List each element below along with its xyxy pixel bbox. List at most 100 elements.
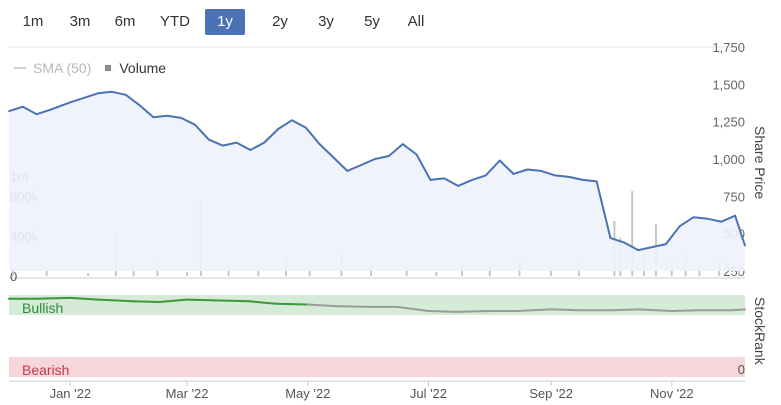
volume-bar	[132, 267, 135, 276]
price-point	[97, 92, 99, 95]
stockrank-segment	[427, 310, 458, 313]
legend-volume[interactable]: Volume	[105, 60, 166, 76]
price-axis-title: Share Price	[752, 126, 768, 199]
stockrank-segment	[306, 303, 337, 308]
x-tick-label: Sep '22	[529, 386, 573, 401]
price-point	[49, 108, 52, 111]
price-point	[221, 144, 224, 147]
price-point	[249, 149, 252, 151]
stockrank-tick-label: 0	[738, 362, 745, 377]
price-point	[388, 155, 390, 157]
volume-bar	[631, 191, 634, 276]
range-button-3m[interactable]: 3m	[69, 13, 91, 30]
stockrank-segment	[275, 302, 309, 306]
price-point	[678, 225, 681, 227]
price-line	[8, 90, 746, 252]
stockrank-segment	[130, 300, 161, 303]
volume-bar	[257, 270, 260, 276]
volume-tick-label: 0	[10, 269, 17, 284]
x-tick-label: Jul '22	[410, 386, 447, 401]
stockrank-segment	[637, 308, 673, 312]
stockrank-segment	[247, 300, 278, 305]
range-button-3y[interactable]: 3y	[318, 13, 334, 30]
legend-sma-label: SMA (50)	[33, 60, 92, 76]
price-point	[124, 94, 127, 96]
price-point	[277, 128, 279, 130]
price-point	[595, 180, 598, 183]
volume-bar	[405, 269, 408, 276]
price-point	[111, 91, 113, 93]
range-button-1y[interactable]: 1y	[205, 9, 245, 35]
price-tick-label: 1,000	[712, 152, 745, 167]
price-point	[208, 138, 210, 141]
price-point	[568, 176, 570, 178]
stockrank-segment	[158, 298, 189, 303]
x-tick-label: Nov '22	[650, 386, 694, 401]
price-point	[332, 156, 335, 159]
price-point	[720, 220, 723, 223]
volume-bar	[87, 273, 90, 276]
price-point	[415, 153, 418, 156]
price-tick-label: 750	[723, 189, 745, 204]
price-point	[471, 179, 473, 181]
price-point	[706, 217, 709, 220]
stockrank-segment	[69, 296, 99, 301]
volume-bar	[435, 272, 438, 276]
bearish-band	[9, 357, 745, 377]
price-point	[22, 105, 24, 108]
range-button-1m[interactable]: 1m	[22, 13, 44, 30]
stockrank-segment	[516, 308, 553, 312]
price-point	[401, 143, 404, 145]
x-tick-label: May '22	[285, 386, 330, 401]
legend-sma[interactable]: SMA (50)	[14, 60, 91, 76]
price-point	[429, 179, 432, 181]
price-area	[9, 91, 745, 271]
volume-bar	[45, 270, 48, 276]
price-tick-label: 1,250	[712, 115, 745, 130]
stockrank-segment	[550, 308, 580, 312]
bullish-band	[9, 295, 745, 315]
price-point	[443, 177, 446, 180]
price-point	[166, 114, 169, 117]
price-tick-label: 1,750	[712, 40, 745, 55]
price-point	[582, 179, 584, 181]
volume-bar	[186, 272, 189, 276]
price-point	[692, 216, 695, 218]
range-button-2y[interactable]: 2y	[272, 13, 288, 30]
range-button-all[interactable]: All	[407, 13, 425, 30]
price-point	[8, 110, 10, 112]
volume-bar	[488, 267, 491, 276]
range-button-ytd[interactable]: YTD	[160, 13, 190, 30]
price-point	[665, 243, 667, 245]
price-point	[346, 170, 349, 172]
range-button-5y[interactable]: 5y	[364, 13, 380, 30]
stockrank-segment	[35, 296, 72, 300]
stockrank-segment	[455, 310, 491, 313]
price-point	[457, 185, 459, 187]
stockrank-segment	[670, 309, 701, 312]
price-point	[152, 116, 155, 118]
price-point	[734, 214, 736, 217]
stockrank-segment	[186, 298, 216, 302]
bearish-label: Bearish	[22, 362, 69, 378]
price-point	[526, 168, 529, 171]
price-point	[374, 158, 376, 160]
stockrank-segment	[334, 305, 371, 308]
volume-bar	[11, 268, 14, 276]
stockrank-segment	[213, 299, 250, 303]
stockrank-segment	[97, 298, 133, 303]
range-button-6m[interactable]: 6m	[114, 13, 136, 30]
price-point	[637, 249, 639, 251]
price-point	[609, 237, 612, 239]
price-point	[498, 159, 501, 162]
bullish-label: Bullish	[22, 300, 63, 316]
price-point	[623, 241, 626, 244]
volume-bar	[227, 267, 230, 276]
price-point	[194, 123, 196, 126]
price-point	[554, 174, 556, 177]
price-point	[138, 104, 141, 106]
price-point	[291, 119, 293, 121]
stockrank-axis-title: StockRank	[752, 297, 768, 366]
volume-bar	[550, 269, 553, 276]
